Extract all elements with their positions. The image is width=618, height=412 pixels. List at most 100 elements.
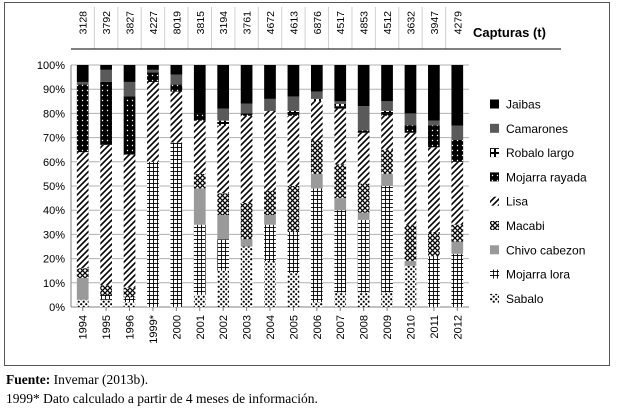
- legend-item-jaibas: Jaibas: [490, 98, 541, 112]
- legend-swatch: [490, 245, 499, 255]
- legend-swatch: [490, 293, 499, 303]
- bar-segment-camarones: [170, 74, 183, 85]
- bar-2001: [193, 65, 206, 307]
- catch-totals: 3128 3792 3827 4227 8019 3815 3194 3761 4672 4613…: [71, 7, 561, 50]
- legend-item-mojarra-lora: Mojarra lora: [490, 268, 570, 282]
- x-tick-label: 2003: [242, 315, 254, 339]
- bar-segment-mojarra-rayada: [240, 113, 253, 116]
- bar-segment-mojarra-lora: [170, 142, 183, 307]
- x-tick-label: 1994: [78, 315, 90, 339]
- x-tick-label: 2008: [359, 315, 371, 339]
- bar-segment-camarones: [147, 69, 159, 73]
- bar-segment-lisa: [287, 115, 300, 186]
- x-tick-label: 2012: [452, 315, 464, 339]
- legend-swatch: [490, 123, 499, 133]
- bar-segment-macabi: [123, 287, 136, 298]
- bar-segment-mojarra-lora: [381, 186, 393, 293]
- bar-segment-lisa: [240, 115, 253, 203]
- bar-segment-chivo: [76, 277, 89, 300]
- legend-swatch: [490, 196, 499, 206]
- bar-segment-macabi: [310, 140, 323, 174]
- bar-segment-camarones: [264, 98, 276, 111]
- x-tick-label: 1995: [101, 315, 113, 339]
- y-tick-label: 20%: [43, 254, 65, 266]
- legend: Jaibas Camarones Robalo largo Mojarra rayad…: [490, 98, 587, 306]
- bar-2003: [240, 65, 253, 307]
- bar-2010: [404, 65, 417, 307]
- bar-segment-chivo: [357, 212, 370, 220]
- legend-label: Camarones: [506, 122, 568, 136]
- total-catch-label: 4517: [335, 11, 347, 35]
- bar-segment-mojarra-rayada: [170, 84, 183, 92]
- bar-segment-camarones: [357, 106, 370, 131]
- y-tick-label: 0%: [49, 302, 65, 314]
- bar-2009: [381, 65, 393, 307]
- bar-segment-jaibas: [264, 65, 276, 99]
- bar-segment-jaibas: [428, 65, 440, 121]
- legend-item-chivo: Chivo cabezon: [490, 243, 585, 257]
- bar-segment-mojarra-lora: [217, 239, 230, 271]
- bar-segment-jaibas: [310, 65, 323, 92]
- figure-notes: Fuente: Invemar (2013b). 1999* Dato calc…: [6, 370, 318, 408]
- bar-segment-chivo: [310, 173, 323, 189]
- total-catch-label: 3194: [218, 11, 230, 35]
- bar-segment-camarones: [428, 120, 440, 126]
- bar-segment-lisa: [123, 154, 136, 288]
- bar-segment-sabalo: [381, 292, 393, 307]
- legend-label: Mojarra lora: [506, 268, 570, 282]
- bar-segment-jaibas: [287, 65, 300, 97]
- bar-segment-sabalo: [404, 265, 417, 307]
- bar-segment-mojarra-lora: [264, 224, 276, 262]
- bar-segment-lisa: [264, 110, 276, 191]
- y-tick-label: 30%: [43, 229, 65, 241]
- bar-segment-mojarra-rayada: [334, 106, 347, 109]
- legend-swatch: [490, 148, 499, 158]
- bar-2008: [357, 65, 370, 307]
- bar-segment-mojarra-rayada: [123, 96, 136, 155]
- bar-segment-jaibas: [451, 65, 464, 126]
- bar-1996: [123, 65, 136, 307]
- catch-header-title: Capturas (t): [473, 25, 546, 40]
- legend-swatch: [490, 269, 499, 279]
- bar-segment-mojarra-lora: [334, 210, 347, 293]
- bar-2006: [310, 65, 323, 307]
- legend-item-robalo: Robalo largo: [490, 146, 574, 160]
- legend-label: Jaibas: [506, 98, 541, 112]
- total-catch-label: 4613: [288, 11, 300, 35]
- bar-segment-lisa: [193, 120, 206, 174]
- bar-segment-chivo: [217, 215, 230, 240]
- bar-segment-robalo: [381, 110, 393, 114]
- bar-segment-camarones: [240, 103, 253, 114]
- bar-segment-mojarra-lora: [287, 231, 300, 274]
- bar-1995: [100, 65, 112, 307]
- y-tick-label: 70%: [43, 133, 65, 145]
- bar-2002: [217, 65, 230, 307]
- total-catch-label: 6876: [312, 11, 324, 35]
- bar-segment-macabi: [264, 190, 276, 216]
- y-tick-label: 90%: [43, 84, 65, 96]
- bar-segment-jaibas: [193, 65, 206, 114]
- bar-segment-macabi: [193, 173, 206, 189]
- y-tick-label: 60%: [43, 157, 65, 169]
- bar-segment-lisa: [100, 144, 112, 286]
- chart-svg: 0%10%20%30%40%50%60%70%80%90%100% 1994 19…: [37, 7, 587, 344]
- x-tick-label: 1996: [125, 315, 137, 339]
- total-catch-label: 3761: [242, 11, 254, 35]
- bars: [76, 65, 464, 307]
- total-catch-label: 3947: [429, 11, 441, 35]
- bar-segment-macabi: [217, 193, 230, 216]
- bar-segment-mojarra-lora: [123, 297, 136, 303]
- bar-segment-jaibas: [381, 65, 393, 102]
- bar-segment-lisa: [334, 108, 347, 165]
- bar-segment-mojarra-rayada: [428, 125, 440, 148]
- legend-label: Mojarra rayada: [506, 170, 587, 184]
- total-catch-label: 8019: [171, 11, 183, 35]
- bar-1994: [76, 65, 89, 307]
- legend-item-sabalo: Sabalo: [490, 292, 544, 306]
- bar-segment-mojarra-lora: [428, 256, 440, 307]
- bar-segment-mojarra-lora: [147, 161, 159, 307]
- bar-segment-jaibas: [217, 65, 230, 109]
- bar-segment-chivo: [240, 239, 253, 247]
- total-catch-label: 4512: [382, 11, 394, 35]
- x-tick-label: 2002: [218, 315, 230, 339]
